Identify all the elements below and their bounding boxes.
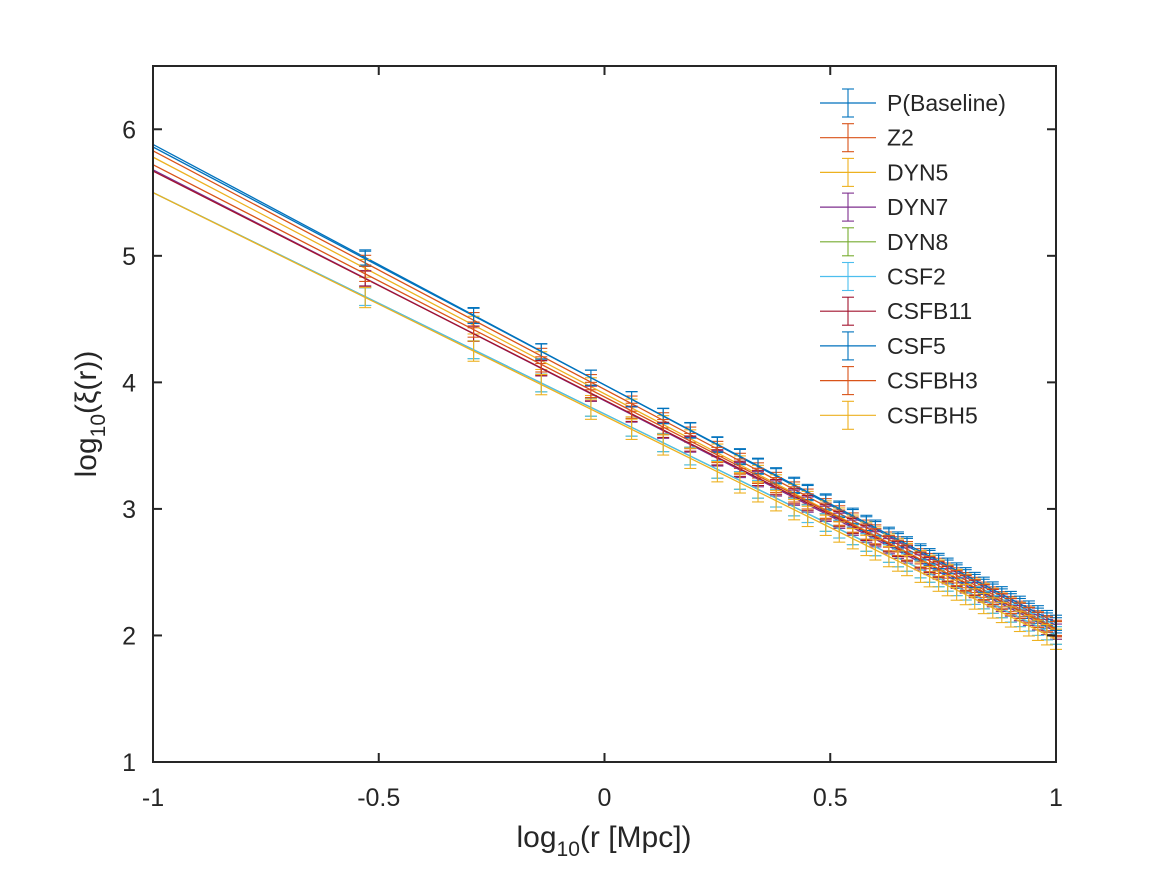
error-bar [923, 566, 936, 588]
error-bar [535, 373, 548, 396]
legend-label: CSF5 [887, 333, 946, 359]
error-bar [625, 418, 638, 440]
legend-item: CSFBH5 [820, 400, 978, 430]
error-bar [788, 499, 801, 521]
error-bar [901, 554, 914, 577]
legend-item: CSF2 [820, 261, 946, 292]
error-bar [833, 521, 846, 543]
legend-item: CSFBH3 [820, 366, 978, 396]
y-tick-label: 5 [122, 243, 136, 271]
series-layer [152, 143, 1062, 650]
error-bar [846, 528, 859, 550]
x-tick-label: -1 [142, 784, 164, 812]
legend-box [812, 84, 1038, 446]
x-tick-label: 0.5 [813, 784, 848, 812]
series-line [152, 164, 1057, 630]
error-bar [584, 381, 597, 399]
legend-label: CSF2 [887, 264, 946, 290]
legend-label: Z2 [887, 125, 914, 151]
legend-item: DYN7 [820, 192, 948, 222]
error-bar [1013, 610, 1026, 633]
x-tick-label: 0 [598, 784, 612, 812]
legend-label: DYN5 [887, 159, 948, 185]
series-line [152, 170, 1057, 630]
error-bar [625, 402, 638, 419]
error-bar [733, 472, 746, 494]
error-bar [986, 597, 999, 619]
error-bar [968, 588, 981, 610]
error-bar [932, 570, 945, 592]
error-bar [995, 601, 1008, 624]
error-bar [752, 481, 765, 503]
tick-label-layer: -1 -0.5 0 0.5 1 1 2 3 4 5 6 [122, 116, 1063, 812]
legend-item: CSF5 [820, 331, 946, 361]
error-bar [869, 539, 882, 561]
series-line [152, 191, 1057, 640]
error-bar [359, 265, 372, 282]
error-bar [467, 321, 480, 338]
legend: P(Baseline) Z2 DYN5 DYN7 DYN8 CSF2 CSFB11 CSF5 C… [812, 84, 1038, 446]
legend-label: CSFBH5 [887, 402, 978, 428]
y-tick-label: 6 [122, 116, 136, 144]
error-bar [1040, 624, 1053, 646]
series-csfbh3 [152, 164, 1062, 638]
error-bar [891, 550, 904, 572]
error-bar [684, 447, 697, 470]
error-bar [914, 561, 927, 583]
series-line [152, 146, 1057, 624]
error-bar [535, 356, 548, 373]
error-bar [584, 398, 597, 420]
error-bar [860, 534, 873, 557]
legend-label: DYN8 [887, 229, 948, 255]
y-tick-label: 3 [122, 496, 136, 524]
legend-label: DYN7 [887, 194, 948, 220]
error-bar [359, 286, 372, 309]
error-bar [819, 514, 832, 537]
error-bar [977, 592, 990, 615]
error-bar [467, 340, 480, 362]
error-bar [1004, 606, 1017, 628]
y-tick-label: 1 [122, 749, 136, 777]
error-bar [1031, 619, 1044, 641]
legend-label: CSFBH3 [887, 368, 978, 394]
legend-item: CSFB11 [820, 296, 972, 326]
error-bar [770, 490, 783, 512]
error-bar [882, 545, 895, 568]
axes-layer [152, 65, 1057, 763]
x-tick-label: -0.5 [357, 784, 400, 812]
y-axis-label: log10(ξ(r)) [70, 351, 110, 478]
error-bar [711, 461, 724, 483]
series-csfbh5 [152, 191, 1062, 650]
x-axis-label: log10(r [Mpc]) [516, 821, 691, 861]
legend-item: DYN5 [820, 157, 948, 187]
error-bar [657, 434, 670, 456]
error-bar [801, 505, 814, 528]
legend-item: DYN8 [820, 227, 948, 257]
legend-item: P(Baseline) [820, 88, 1006, 118]
error-bar [959, 583, 972, 606]
error-bar [1022, 615, 1035, 637]
legend-item: Z2 [820, 123, 914, 153]
legend-label: P(Baseline) [887, 90, 1006, 116]
legend-items: P(Baseline) Z2 DYN5 DYN7 DYN8 CSF2 CSFB11 CSF5 C… [820, 88, 1006, 430]
error-bar [950, 579, 963, 601]
legend-label: CSFB11 [887, 298, 972, 324]
error-bar [941, 574, 954, 597]
x-tick-label: 1 [1049, 784, 1063, 812]
y-tick-label: 2 [122, 622, 136, 650]
y-tick-label: 4 [122, 369, 136, 397]
